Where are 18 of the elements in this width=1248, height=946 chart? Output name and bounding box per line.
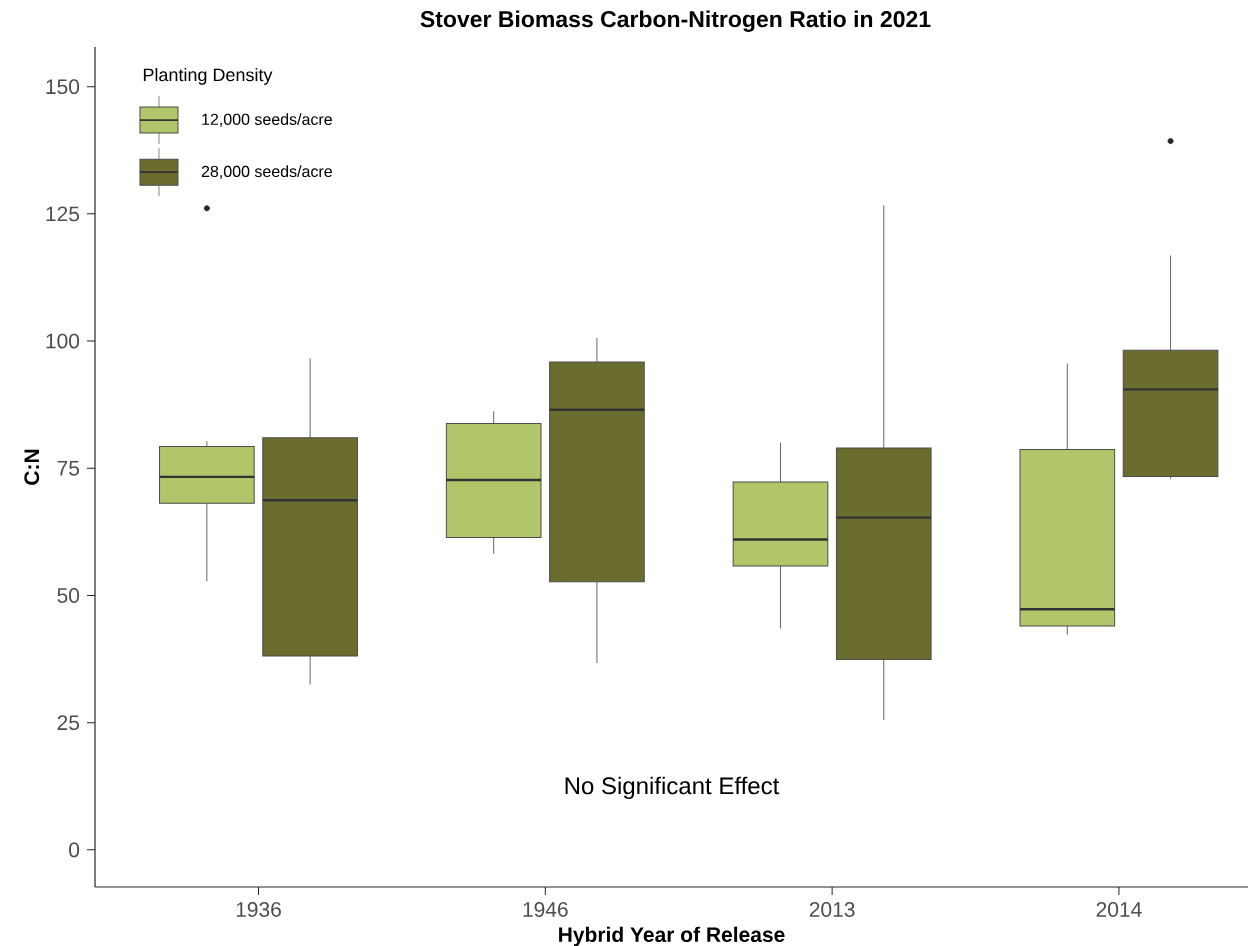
x-tick-label: 2013	[809, 902, 855, 917]
y-axis-title: C:N	[24, 449, 40, 485]
y-tick-label: 100	[46, 333, 80, 349]
y-tick-label: 25	[57, 715, 80, 731]
y-tick-label: 150	[46, 79, 80, 95]
legend-label: 28,000 seeds/acre	[201, 165, 332, 179]
y-tick-label: 75	[57, 460, 80, 476]
chart-title: Stover Biomass Carbon-Nitrogen Ratio in 2021	[420, 10, 931, 32]
x-tick-label: 1946	[523, 902, 568, 917]
x-tick-label: 2014	[1096, 902, 1142, 917]
y-tick-label: 125	[46, 206, 80, 222]
legend-title: Planting Density	[143, 67, 273, 85]
y-tick-label: 50	[57, 588, 80, 603]
legend-label: 12,000 seeds/acre	[202, 113, 332, 127]
y-tick-label: 0	[69, 842, 80, 858]
annotation: No Significant Effect	[565, 776, 780, 800]
x-axis-title: Hybrid Year of Release	[559, 926, 785, 946]
x-tick-label: 1936	[236, 902, 281, 917]
